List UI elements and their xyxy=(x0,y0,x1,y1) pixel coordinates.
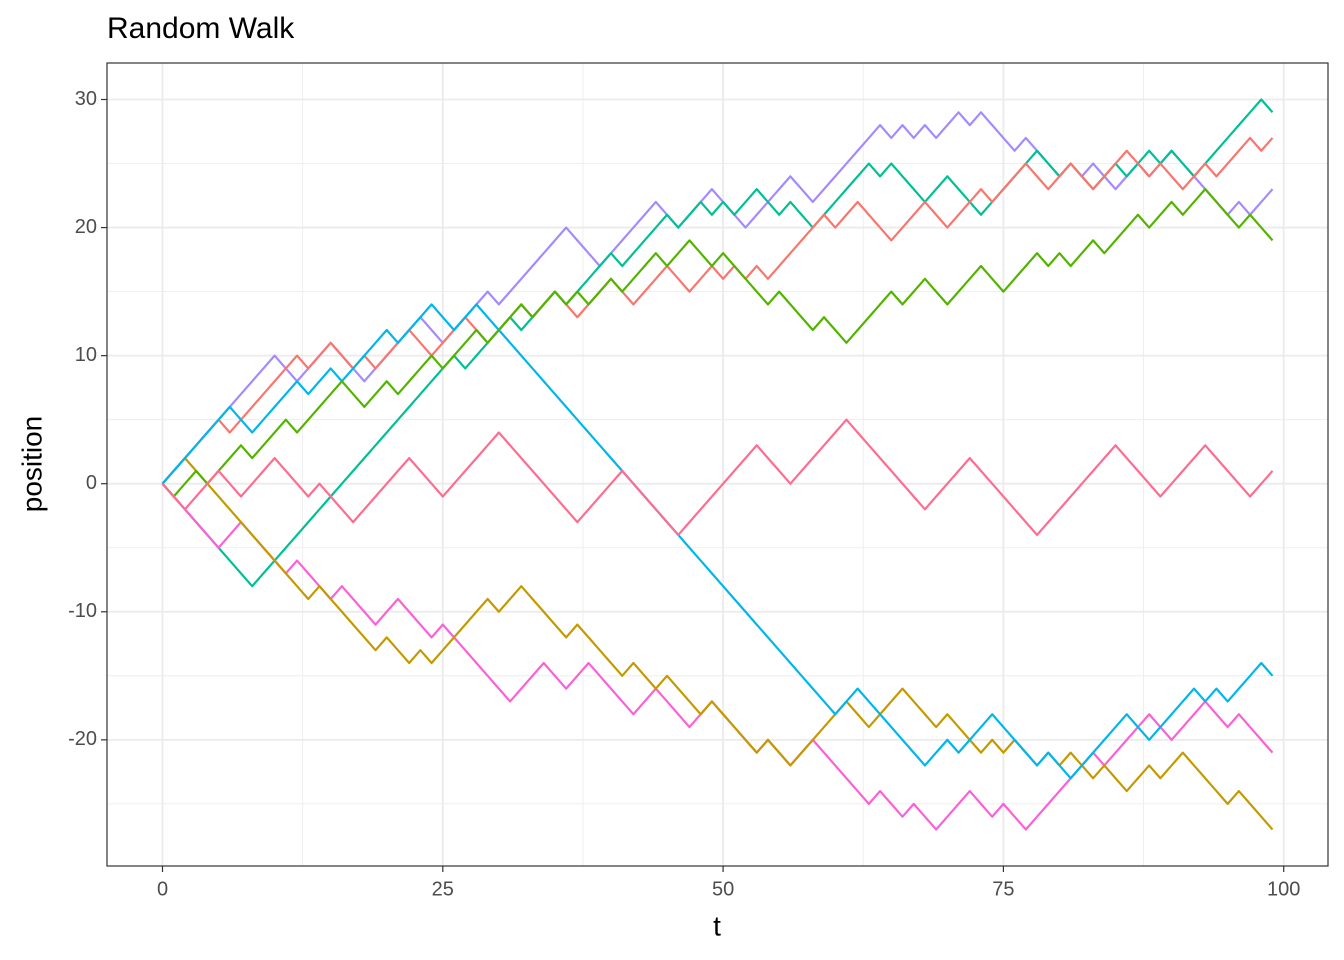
plot-panel xyxy=(107,63,1328,866)
y-tick-label: 10 xyxy=(75,344,97,366)
x-tick-label: 50 xyxy=(712,878,734,900)
x-axis-title: t xyxy=(713,910,721,941)
y-tick-label: 20 xyxy=(75,216,97,238)
y-tick-label: -20 xyxy=(68,728,97,750)
y-tick-label: -10 xyxy=(68,600,97,622)
walk-line xyxy=(161,457,1274,831)
y-tick-label: 0 xyxy=(86,472,97,494)
walk-line xyxy=(161,136,1274,485)
walk-line xyxy=(161,418,1274,537)
y-axis-title: position xyxy=(16,416,47,513)
x-tick-label: 25 xyxy=(432,878,454,900)
chart-title: Random Walk xyxy=(107,12,295,45)
x-tick-label: 100 xyxy=(1267,878,1300,900)
x-tick-label: 75 xyxy=(992,878,1014,900)
panel-border xyxy=(106,62,1329,867)
y-tick-label: 30 xyxy=(75,88,97,110)
walk-line xyxy=(161,188,1274,498)
walk-line xyxy=(161,303,1274,780)
x-tick-label: 0 xyxy=(157,878,168,900)
lines xyxy=(161,98,1274,831)
